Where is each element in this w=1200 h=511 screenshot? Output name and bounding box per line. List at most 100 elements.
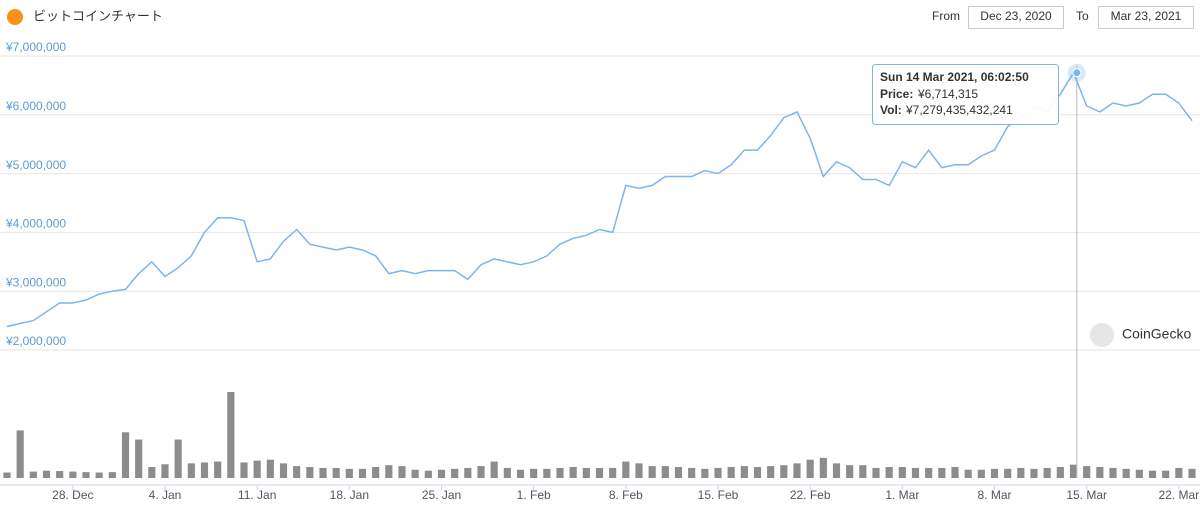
tooltip-price: ¥6,714,315 — [917, 87, 978, 101]
volume-bar — [477, 466, 485, 478]
volume-bar — [1162, 470, 1170, 478]
x-tick-label: 1. Feb — [517, 488, 551, 502]
volume-bar — [977, 469, 985, 478]
volume-bar — [464, 467, 472, 478]
from-input[interactable] — [968, 6, 1064, 29]
tooltip-volume-caption: Vol: — [880, 103, 902, 117]
volume-bar — [1148, 470, 1157, 478]
x-tick-label: 4. Jan — [149, 488, 182, 502]
volume-bar — [148, 467, 156, 478]
y-tick-label: ¥3,000,000 — [5, 275, 66, 289]
y-tick-label: ¥6,000,000 — [5, 99, 66, 113]
volume-bar — [398, 466, 406, 478]
x-tick-label: 8. Mar — [977, 488, 1011, 502]
volume-bar — [1004, 468, 1012, 478]
volume-bar — [1083, 466, 1091, 478]
volume-bar — [990, 468, 999, 478]
volume-bar — [951, 467, 959, 478]
volume-bar — [819, 457, 827, 478]
volume-bar — [885, 467, 893, 478]
watermark-logo — [1090, 323, 1114, 347]
to-label: To — [1076, 9, 1089, 23]
volume-bar — [293, 466, 301, 478]
volume-bar — [1030, 468, 1038, 478]
volume-bar — [753, 467, 762, 478]
volume-bar — [1109, 467, 1117, 478]
volume-bar — [411, 469, 419, 478]
volume-bar — [925, 467, 933, 478]
volume-bar — [516, 469, 525, 478]
y-tick-label: ¥5,000,000 — [5, 158, 66, 172]
volume-bar — [227, 392, 235, 478]
volume-bar — [859, 465, 867, 478]
volume-bar — [569, 467, 577, 478]
x-tick-label: 15. Mar — [1066, 488, 1107, 502]
volume-bar — [385, 465, 393, 478]
volume-bar — [240, 462, 248, 478]
volume-bar — [266, 459, 274, 478]
bitcoin-icon — [7, 9, 23, 25]
volume-bar — [543, 468, 551, 478]
volume-bar — [332, 467, 340, 478]
tooltip-box — [872, 64, 1059, 125]
volume-bar — [3, 472, 11, 478]
volume-bar — [530, 468, 538, 478]
from-date[interactable]: Dec 23, 2020 — [980, 9, 1052, 23]
volume-bar — [793, 463, 801, 478]
y-tick-label: ¥7,000,000 — [5, 40, 66, 54]
hover-point — [1072, 68, 1082, 78]
volume-bar — [424, 470, 432, 478]
x-tick-label: 22. Feb — [790, 488, 831, 502]
volume-bar — [1175, 467, 1183, 478]
volume-bar — [95, 472, 103, 478]
volume-bar — [661, 466, 669, 478]
volume-bar — [16, 430, 24, 478]
volume-bar — [358, 468, 367, 478]
tooltip: Sun 14 Mar 2021, 06:02:50 Price: ¥6,714,31… — [872, 64, 1059, 125]
volume-bar — [582, 467, 590, 478]
volume-bar — [279, 463, 288, 478]
volume-bar — [108, 472, 116, 478]
volume-bar — [372, 467, 380, 478]
volume-bar — [42, 470, 51, 478]
volume-bar — [767, 466, 775, 478]
volume-bar — [688, 467, 696, 478]
volume-bar — [121, 432, 130, 478]
to-input[interactable] — [1098, 6, 1194, 29]
volume-bar — [740, 466, 748, 478]
volume-bar — [135, 439, 143, 478]
y-tick-label: ¥4,000,000 — [5, 217, 66, 231]
volume-bar — [556, 467, 564, 478]
volume-bar — [609, 467, 617, 478]
x-tick-label: 22. Mar — [1158, 488, 1199, 502]
x-tick-label: 18. Jan — [330, 488, 369, 502]
x-tick-label: 11. Jan — [238, 488, 276, 502]
x-tick-label: 15. Feb — [698, 488, 739, 502]
volume-bar — [898, 467, 906, 478]
volume-bar — [253, 460, 261, 478]
from-label: From — [932, 9, 960, 23]
to-date[interactable]: Mar 23, 2021 — [1111, 9, 1182, 23]
volume-bar — [846, 465, 854, 478]
tooltip-price-caption: Price: — [880, 87, 913, 101]
volume-bar — [1043, 467, 1051, 478]
volume-bar — [727, 467, 735, 478]
volume-bar — [911, 467, 920, 478]
volume-bar — [648, 466, 656, 478]
volume-bar — [780, 465, 788, 478]
y-tick-label: ¥2,000,000 — [5, 334, 66, 348]
volume-bar — [964, 469, 972, 478]
x-tick-label: 25. Jan — [422, 488, 461, 502]
watermark: CoinGecko — [1090, 323, 1191, 347]
volume-bar — [29, 471, 37, 478]
volume-bar — [1122, 468, 1130, 478]
volume-bar — [938, 467, 946, 478]
volume-bar — [714, 467, 722, 478]
volume-bar — [490, 461, 498, 478]
volume-bar — [451, 468, 459, 478]
volume-bar — [1096, 467, 1104, 478]
x-tick-label: 28. Dec — [52, 488, 93, 502]
volume-bar — [1135, 469, 1143, 478]
volume-bar — [319, 467, 327, 478]
